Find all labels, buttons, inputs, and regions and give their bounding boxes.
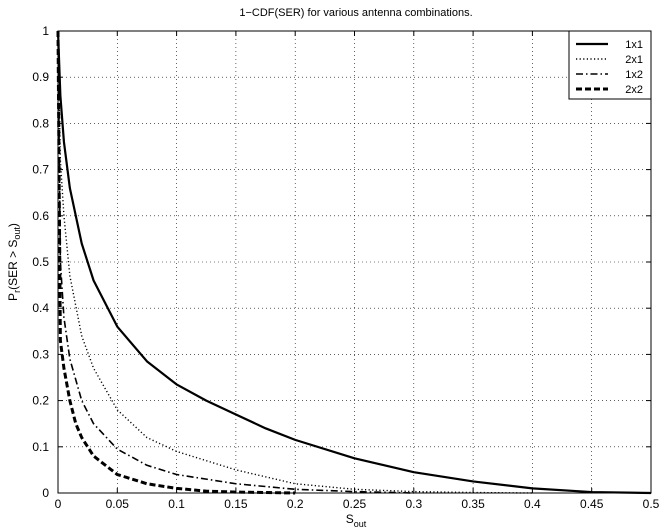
legend: 1x1 2x1 1x2 2x2 [568,30,652,100]
y-axis-label: Pr(SER > Sout) [6,223,22,301]
chart-title: 1−CDF(SER) for various antenna combinati… [239,7,472,19]
y-tick-label: 0.5 [32,255,49,269]
legend-label-1x2: 1x2 [625,69,643,81]
x-tick-label: 0.4 [524,497,541,511]
x-tick-label: 0.2 [287,497,304,511]
y-tick-label: 0.7 [32,163,49,177]
x-axis-label: Sout [346,512,367,529]
series-line-1x1 [56,30,652,495]
x-tick-label: 0.25 [343,497,367,511]
y-tick-label: 0.4 [32,301,49,315]
y-tick-label: 0.6 [32,209,49,223]
grid-lines [58,31,651,493]
x-tick-label: 0.5 [643,497,660,511]
y-tick-label: 1 [42,24,49,38]
y-tick-label: 0.2 [32,394,49,408]
y-tick-label: 0.8 [32,116,49,130]
y-tick-label: 0.3 [32,347,49,361]
x-tick-label: 0.45 [580,497,604,511]
y-tick-label: 0 [42,486,49,500]
series-line-2x2 [56,30,296,495]
legend-box [568,30,652,100]
series-line-1x2 [57,30,414,494]
x-tick-label: 0.3 [405,497,422,511]
series-lines [56,30,652,495]
x-tick-label: 0.1 [168,497,185,511]
axis-ticks: 0 0.05 0.1 0.15 0.2 0.25 0.3 0.35 0.4 0.45 0.5 0 0.1… [32,24,659,511]
x-tick-label: 0 [55,497,62,511]
x-tick-label: 0.05 [106,497,130,511]
legend-label-1x1: 1x1 [625,39,643,51]
legend-label-2x2: 2x2 [625,84,643,96]
y-tick-label: 0.9 [32,70,49,84]
legend-label-2x1: 2x1 [625,54,643,66]
y-tick-label: 0.1 [32,440,49,454]
x-tick-label: 0.15 [224,497,248,511]
x-tick-label: 0.35 [461,497,485,511]
